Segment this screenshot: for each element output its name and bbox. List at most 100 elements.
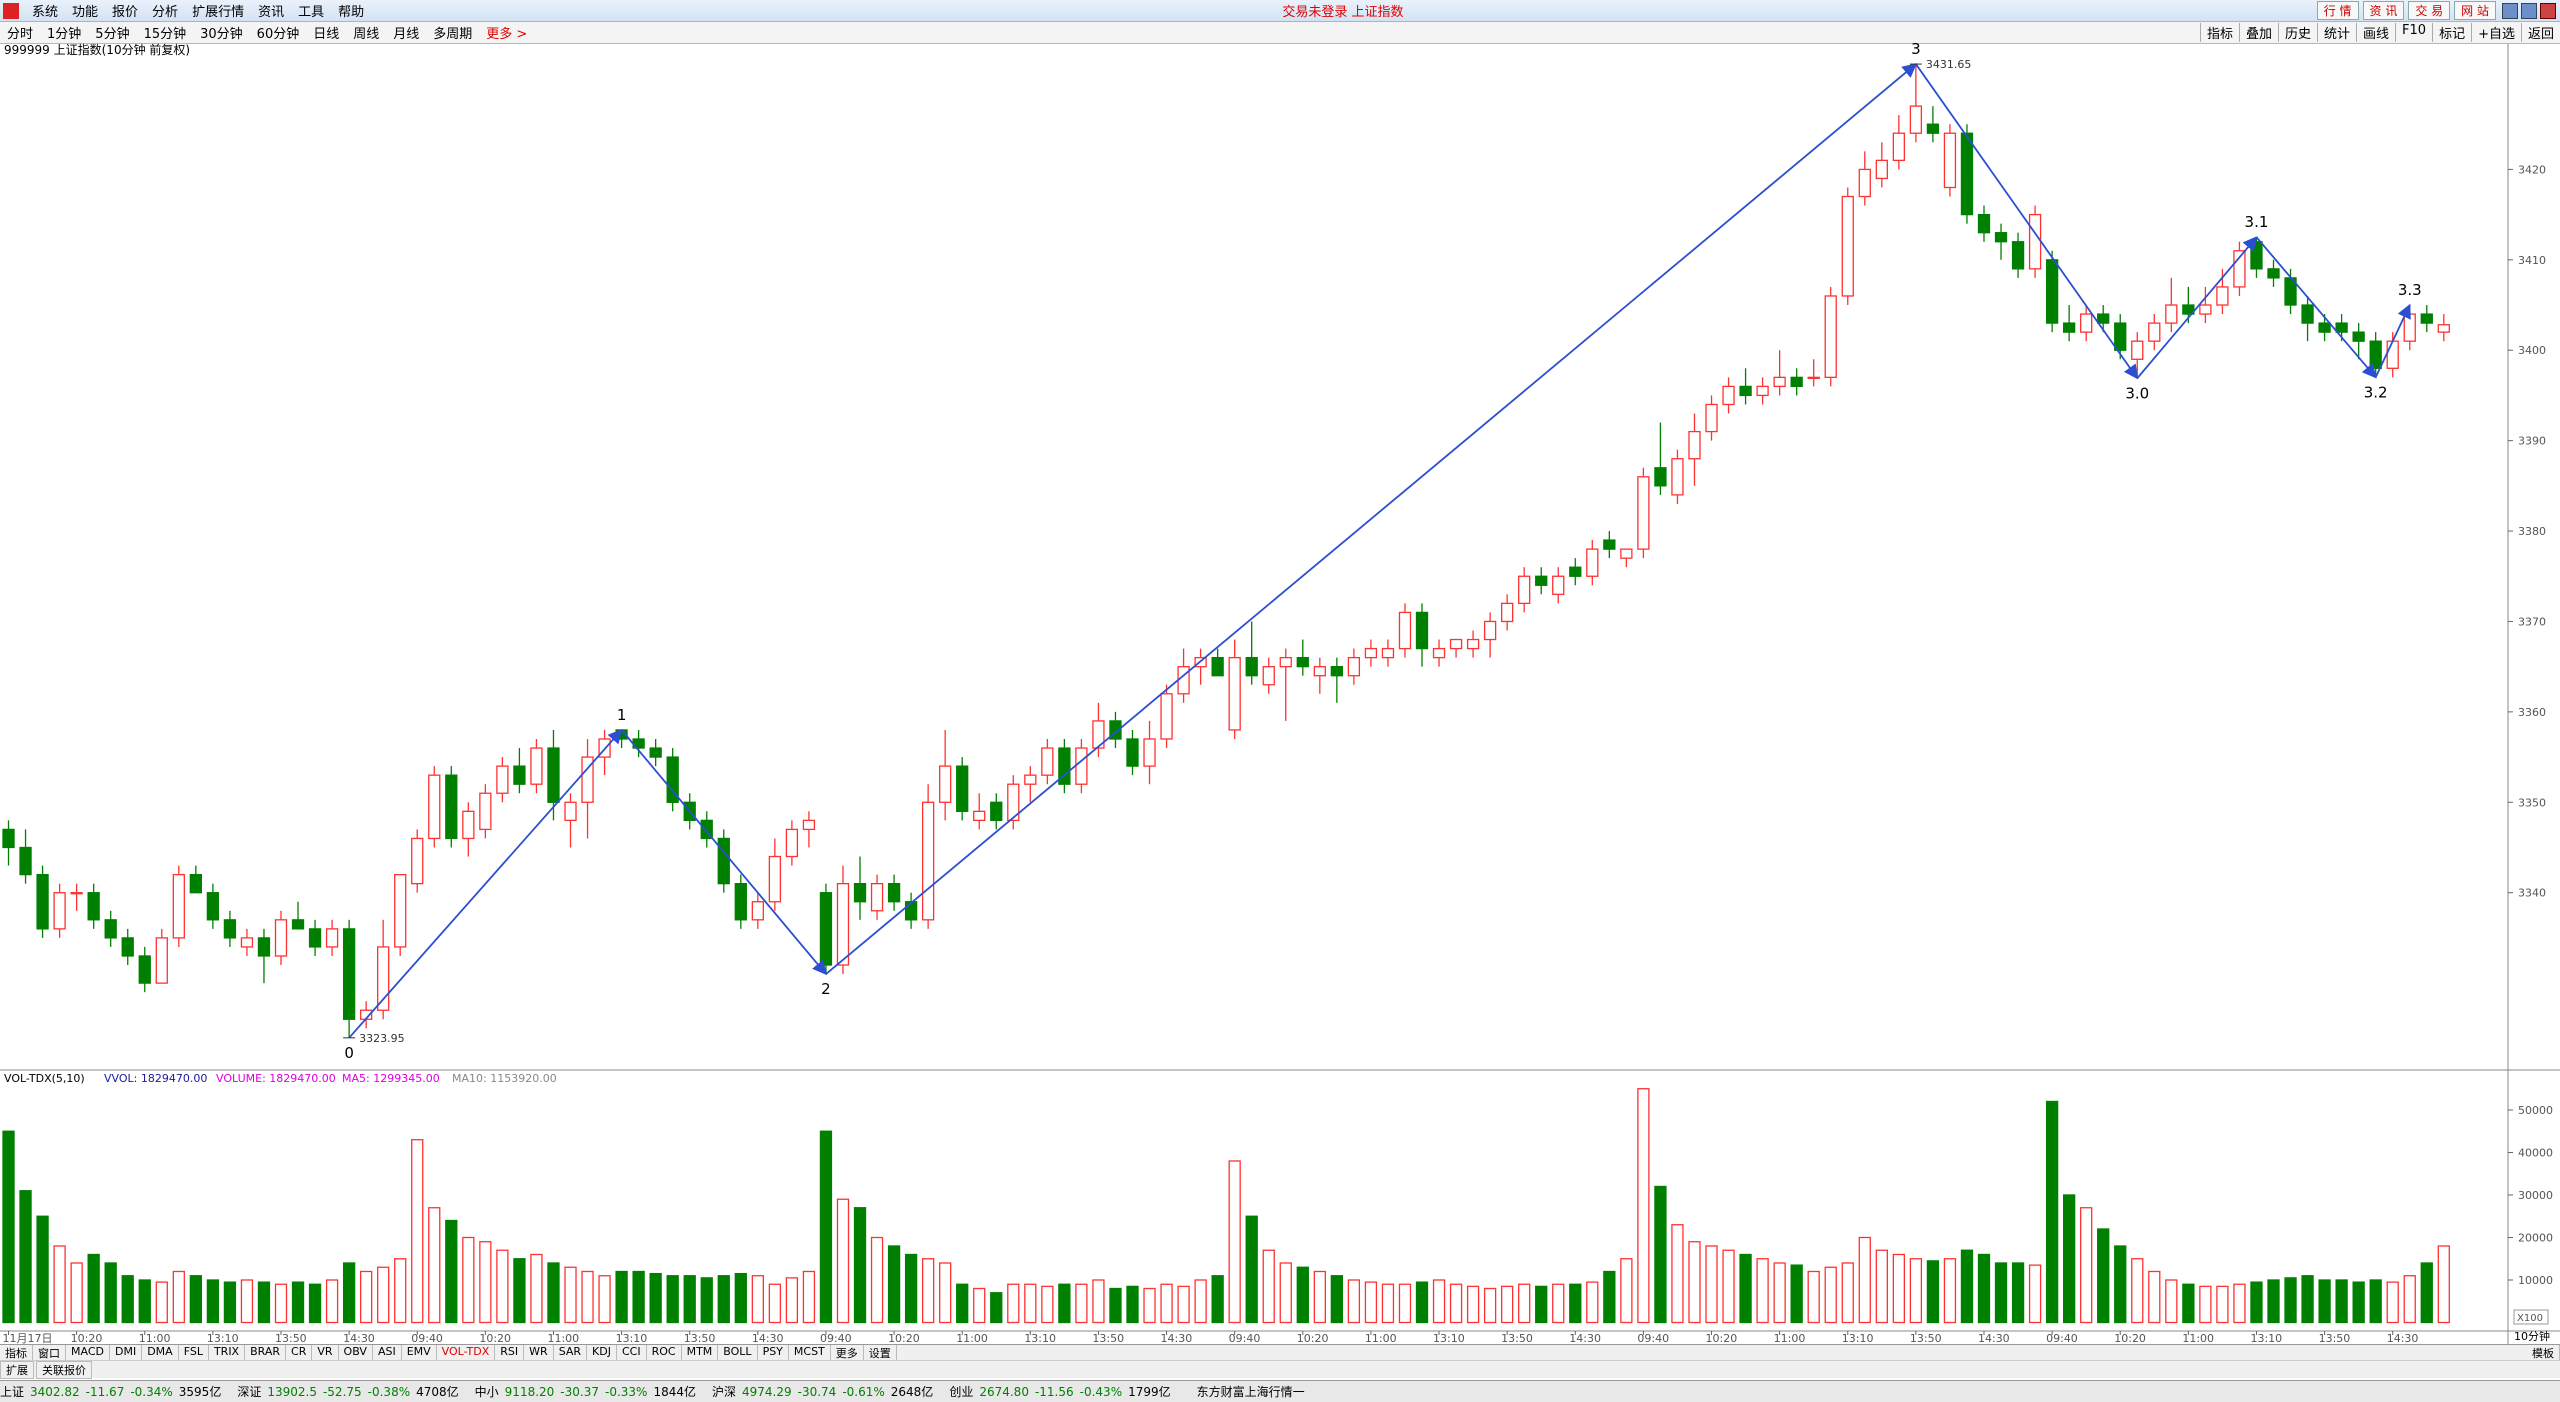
candle-body [2403, 313, 2416, 342]
y-tick-label: 3390 [2518, 435, 2546, 448]
top-button[interactable]: 资 讯 [2362, 1, 2405, 20]
menu-item[interactable]: 工具 [298, 5, 325, 20]
indicator-tab[interactable]: BRAR [245, 1344, 287, 1361]
wave-label: 3 [1911, 40, 1921, 58]
tool-button[interactable]: F10 [2395, 23, 2432, 42]
period-tab[interactable]: 多周期 [433, 27, 473, 42]
volume-value: VOLUME: 1829470.00 [216, 1072, 336, 1085]
indicator-tab[interactable]: MACD [66, 1344, 110, 1361]
menu-item[interactable]: 扩展行情 [192, 5, 245, 20]
period-tab[interactable]: 1分钟 [47, 27, 82, 42]
indicator-tab[interactable]: 更多 [831, 1344, 864, 1361]
indicator-tab[interactable]: MCST [789, 1344, 831, 1361]
indicator-tab[interactable]: ROC [647, 1344, 682, 1361]
period-tab[interactable]: 月线 [393, 27, 420, 42]
template-button[interactable]: 模板 [2527, 1344, 2560, 1361]
candle-body [1943, 132, 1957, 189]
period-tab[interactable]: 日线 [313, 27, 340, 42]
candle-body [1228, 656, 1241, 731]
top-button[interactable]: 行 情 [2316, 1, 2359, 20]
tool-button[interactable]: 返回 [2520, 23, 2560, 42]
x-tick-label: 13:10 [207, 1332, 239, 1345]
y-tick-label: 3380 [2518, 525, 2546, 538]
indicator-tab[interactable]: RSI [495, 1344, 525, 1361]
volume-bar [1160, 1283, 1173, 1324]
candle-body [223, 919, 237, 939]
indicator-tab[interactable]: 设置 [864, 1344, 897, 1361]
menu-item[interactable]: 报价 [112, 5, 139, 20]
candle-body [1075, 747, 1088, 785]
period-tab[interactable]: 60分钟 [256, 27, 300, 42]
extension-tab[interactable]: 扩展 [0, 1360, 34, 1379]
indicator-tab[interactable]: ASI [373, 1344, 402, 1361]
tool-button[interactable]: +自选 [2471, 23, 2521, 42]
candle-body [1858, 168, 1871, 198]
indicator-tab[interactable]: EMV [402, 1344, 437, 1361]
candle-body [700, 819, 713, 840]
menu-item[interactable]: 功能 [72, 5, 99, 20]
candle-body [1007, 783, 1020, 822]
volume-bar [206, 1279, 220, 1324]
menu-item[interactable]: 分析 [152, 5, 179, 20]
indicator-tab[interactable]: KDJ [587, 1344, 617, 1361]
tool-button[interactable]: 叠加 [2238, 23, 2278, 42]
indicator-tab[interactable]: OBV [339, 1344, 373, 1361]
indicator-tab[interactable]: VR [312, 1344, 339, 1361]
volume-bar [819, 1130, 833, 1324]
period-tab[interactable]: 周线 [353, 27, 380, 42]
indicator-tab[interactable]: DMI [110, 1344, 143, 1361]
top-button[interactable]: 网 站 [2454, 1, 2496, 20]
indicator-tab[interactable]: CR [286, 1344, 313, 1361]
menu-item[interactable]: 帮助 [338, 5, 365, 20]
indicator-bar: 指标 窗口 MACD DMI DMA FSL TRIX BRAR CR VR OBV ASI EMV VO… [0, 1344, 2560, 1361]
candle-body [1552, 575, 1565, 595]
period-tab[interactable]: 30分钟 [200, 27, 243, 42]
indicator-tab[interactable]: FSL [179, 1344, 209, 1361]
volume-bar [717, 1275, 730, 1324]
indicator-tab[interactable]: VOL-TDX [437, 1344, 496, 1361]
top-button[interactable]: 交 易 [2408, 1, 2451, 20]
indicator-tab[interactable]: TRIX [209, 1344, 246, 1361]
candle-body [939, 765, 952, 803]
index-amount: 1844亿 [653, 1385, 696, 1399]
close-button[interactable] [2540, 2, 2556, 19]
volume-bar [1722, 1249, 1735, 1324]
indicator-tab[interactable]: 窗口 [33, 1344, 66, 1361]
volume-bar [2080, 1207, 2093, 1324]
indicator-tab[interactable]: PSY [758, 1344, 789, 1361]
y-tick-label: 10000 [2518, 1274, 2553, 1287]
volume-bar [19, 1190, 32, 1324]
menu-item[interactable]: 资讯 [258, 5, 285, 20]
tool-button[interactable]: 标记 [2432, 23, 2471, 42]
extension-tab[interactable]: 关联报价 [36, 1360, 92, 1379]
volume-bar [2233, 1283, 2246, 1324]
index-pct: -0.34% [130, 1385, 173, 1399]
window-controls [2502, 2, 2556, 19]
tool-button[interactable]: 指标 [2199, 23, 2239, 42]
period-tab[interactable]: 分时 [7, 27, 34, 42]
tool-button[interactable]: 历史 [2277, 23, 2317, 42]
indicator-tab[interactable]: CCI [617, 1344, 647, 1361]
indicator-tab[interactable]: DMA [142, 1344, 179, 1361]
volume-bar [291, 1281, 305, 1324]
period-tab[interactable]: 15分钟 [143, 27, 187, 42]
index-name: 中小 [474, 1385, 499, 1399]
volume-bar [2028, 1264, 2042, 1324]
indicator-tab[interactable]: SAR [554, 1344, 588, 1361]
maximize-button[interactable] [2521, 2, 2537, 19]
more-link[interactable]: 更多 > [486, 27, 528, 42]
candle-body [1245, 656, 1258, 677]
tool-button[interactable]: 统计 [2317, 23, 2356, 42]
tool-button[interactable]: 画线 [2356, 23, 2395, 42]
minimize-button[interactable] [2502, 2, 2518, 19]
indicator-tab[interactable]: 指标 [0, 1344, 33, 1361]
indicator-tab[interactable]: WR [524, 1344, 554, 1361]
volume-bar [1381, 1283, 1395, 1324]
period-tab[interactable]: 5分钟 [95, 27, 130, 42]
menu-item[interactable]: 系统 [32, 5, 59, 20]
indicator-tab[interactable]: BOLL [718, 1344, 758, 1361]
indicator-tab[interactable]: MTM [682, 1344, 719, 1361]
candle-body [1296, 656, 1309, 668]
candle-body [394, 873, 407, 948]
